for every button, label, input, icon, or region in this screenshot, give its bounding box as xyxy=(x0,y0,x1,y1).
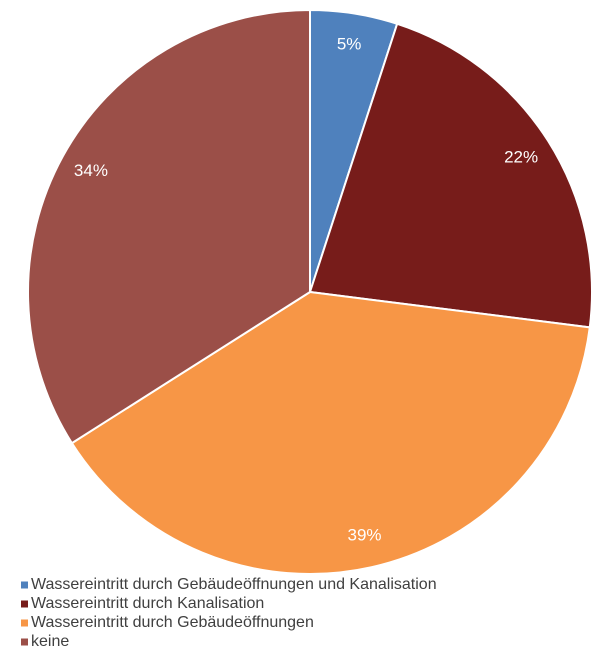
data-label: 5% xyxy=(337,35,362,54)
data-label: 34% xyxy=(74,161,108,180)
legend-marker xyxy=(21,619,28,627)
legend-label: Wassereintritt durch Gebäudeöffnungen xyxy=(31,614,314,631)
legend-marker xyxy=(21,600,28,608)
pie-slice xyxy=(27,8,311,445)
data-label: 22% xyxy=(504,148,538,167)
legend-label: Wassereintritt durch Kanalisation xyxy=(31,595,264,612)
pie-slice xyxy=(308,22,593,329)
legend-marker xyxy=(21,638,28,646)
legend-marker xyxy=(21,581,28,589)
pie-slice xyxy=(70,290,591,575)
legend-label: Wassereintritt durch Gebäudeöffnungen un… xyxy=(31,576,437,593)
legend-label: keine xyxy=(31,633,69,650)
data-label: 39% xyxy=(348,525,382,544)
